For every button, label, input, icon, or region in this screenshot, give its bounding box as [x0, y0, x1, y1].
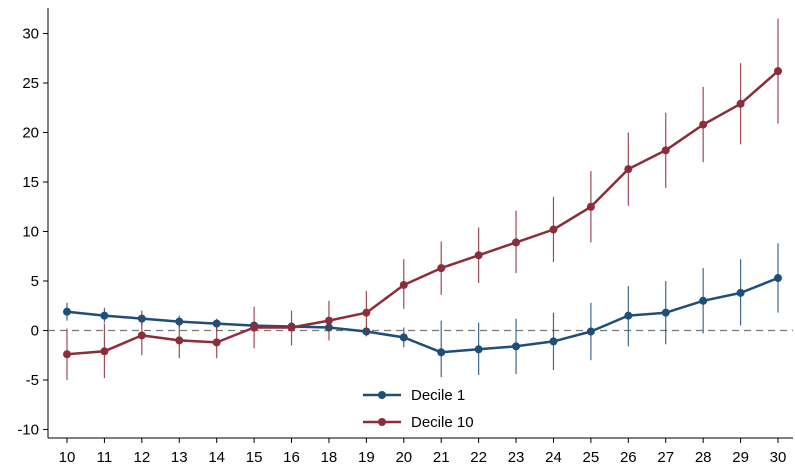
legend: Decile 1 Decile 10 [363, 387, 474, 431]
data-point [774, 274, 782, 283]
y-tick-label: 20 [22, 125, 39, 142]
y-tick-label: 30 [22, 26, 39, 43]
series-1 [63, 243, 782, 378]
legend-item-1: Decile 1 [363, 387, 465, 404]
x-tick-label: 28 [695, 449, 712, 466]
legend-item-2: Decile 10 [363, 414, 474, 431]
x-tick-label: 11 [97, 449, 113, 466]
data-point [250, 323, 259, 332]
data-point [474, 345, 483, 354]
x-tick-label: 10 [59, 449, 76, 466]
data-point [512, 342, 521, 351]
x-tick-label: 15 [246, 449, 263, 466]
legend-swatch-marker [378, 391, 386, 399]
data-point [624, 165, 633, 174]
x-tick-label: 26 [620, 449, 637, 466]
x-tick-label: 27 [657, 449, 674, 466]
data-point [137, 331, 146, 340]
x-tick-label: 13 [171, 449, 188, 466]
x-tick-label: 19 [358, 449, 375, 466]
data-point [736, 288, 745, 297]
x-tick-label: 25 [583, 449, 600, 466]
data-point [362, 308, 371, 317]
series-line [66, 276, 779, 354]
y-tick-label: 10 [22, 224, 39, 241]
data-point [512, 238, 521, 247]
data-point [549, 337, 558, 346]
data-point [736, 99, 745, 108]
data-point [586, 202, 595, 211]
data-point [175, 336, 184, 345]
data-point [661, 146, 670, 155]
x-tick-label: 29 [732, 449, 749, 466]
data-point [774, 67, 782, 76]
y-tick-label: -10 [17, 422, 39, 439]
data-point [100, 347, 109, 356]
data-point [437, 264, 446, 273]
data-point [474, 251, 483, 260]
series-line [66, 70, 779, 356]
data-point [287, 323, 296, 332]
chart-marks [48, 18, 793, 380]
x-tick-label: 14 [208, 449, 225, 466]
x-tick-label: 18 [321, 449, 338, 466]
data-point [63, 350, 71, 359]
data-point [699, 120, 708, 129]
x-tick-label: 16 [283, 449, 300, 466]
data-point [661, 308, 670, 317]
y-tick-label: 15 [22, 174, 39, 191]
data-point [586, 327, 595, 336]
x-tick-label: 23 [508, 449, 525, 466]
data-point [63, 307, 71, 316]
x-tick-label: 30 [770, 449, 787, 466]
data-point [212, 319, 221, 328]
y-tick-label: 0 [31, 323, 39, 340]
legend-swatch-marker [378, 418, 386, 426]
legend-label: Decile 10 [411, 414, 474, 431]
axes: -10 -5 0 5 10 15 20 25 30 10 11 12 13 14 15 16 18 19 20 21 2… [17, 8, 793, 466]
x-tick-label: 20 [395, 449, 412, 466]
data-point [324, 316, 333, 325]
y-tick-label: 25 [22, 75, 39, 92]
x-tick-label: 21 [433, 449, 450, 466]
data-point [624, 311, 633, 320]
x-tick-label: 24 [545, 449, 562, 466]
data-point [549, 225, 558, 234]
data-point [100, 311, 109, 320]
data-point [699, 296, 708, 305]
y-tick-label: -5 [26, 372, 39, 389]
data-point [212, 338, 221, 347]
data-point [399, 333, 408, 342]
legend-label: Decile 1 [411, 387, 465, 404]
y-tick-label: 5 [31, 273, 39, 290]
x-tick-label: 22 [470, 449, 487, 466]
x-tick-label: 12 [133, 449, 150, 466]
data-point [437, 348, 446, 357]
series-2 [63, 18, 782, 380]
data-point [399, 280, 408, 289]
